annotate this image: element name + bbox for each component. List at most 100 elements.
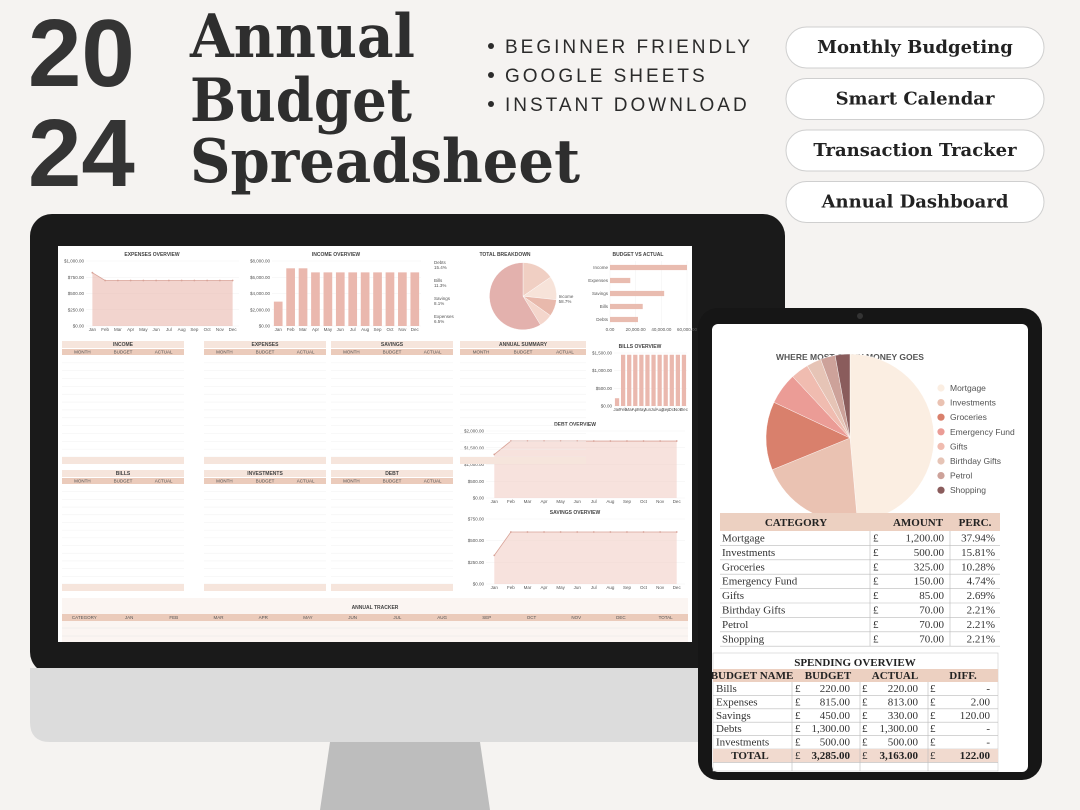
- cell: 813.00: [888, 696, 919, 708]
- pill-button: [785, 78, 1045, 120]
- y-tick-label: $500.00: [596, 386, 613, 391]
- point: [142, 279, 145, 282]
- column-header: ACTUAL: [155, 479, 173, 484]
- table-title-bar: [331, 470, 453, 477]
- x-tick-label: May: [139, 327, 148, 332]
- x-tick-label: Mar: [524, 585, 532, 590]
- currency: £: [795, 696, 801, 708]
- year-bottom: 24: [28, 100, 135, 207]
- x-tick-label: May: [637, 407, 646, 412]
- pill-button: [785, 181, 1045, 223]
- legend-label: Petrol: [950, 471, 972, 481]
- y-tick-label: $4,000.00: [250, 291, 271, 296]
- y-tick-label: $250.00: [68, 307, 85, 312]
- line: [92, 272, 233, 281]
- currency: £: [862, 737, 868, 749]
- total-row: [204, 584, 326, 591]
- x-tick-label: Oct: [386, 327, 394, 332]
- legend-label: Debts: [434, 260, 447, 265]
- table-title: INVESTMENTS: [247, 471, 283, 477]
- cell: -: [986, 683, 990, 695]
- currency: £: [873, 576, 879, 588]
- bar: [627, 354, 632, 406]
- point: [576, 531, 579, 533]
- category: Mortgage: [722, 533, 765, 545]
- amount: 70.00: [919, 605, 944, 617]
- table-header: [460, 349, 586, 355]
- y-tick-label: Savings: [592, 291, 609, 296]
- x-tick-label: 60,000.00: [677, 327, 698, 332]
- category: Groceries: [722, 561, 765, 573]
- amount: 500.00: [914, 547, 945, 559]
- legend-label: Emergency Fund: [950, 427, 1015, 437]
- column-header: MONTH: [343, 479, 360, 484]
- column-header: ACTUAL: [556, 350, 574, 355]
- x-tick-label: Jul: [166, 327, 172, 332]
- point: [231, 279, 234, 282]
- total-row: [62, 457, 184, 464]
- percent: 10.28%: [961, 561, 995, 573]
- currency: £: [862, 750, 868, 762]
- percent: 2.21%: [967, 605, 995, 617]
- currency: £: [930, 750, 936, 762]
- table-title: EXPENSES: [252, 342, 280, 348]
- x-tick-label: Mar: [524, 499, 532, 504]
- point: [626, 440, 628, 442]
- legend-swatch: [937, 384, 945, 392]
- legend-label: Mortgage: [950, 383, 986, 393]
- data-label: 15.4%: [434, 265, 447, 270]
- table-header: [720, 513, 1000, 531]
- point: [543, 440, 545, 442]
- point: [559, 531, 562, 533]
- tablet-camera: [857, 313, 863, 319]
- y-tick-label: Income: [593, 265, 608, 270]
- data-label: 11.3%: [434, 283, 446, 288]
- legend-label: Birthday Gifts: [950, 456, 1001, 466]
- chart-title: EXPENSES OVERVIEW: [124, 252, 179, 258]
- column-header: BUDGET: [256, 350, 275, 355]
- bar: [311, 272, 320, 326]
- tracker-column: JAN: [125, 615, 134, 620]
- currency: £: [795, 723, 801, 735]
- cell: 3,285.00: [812, 750, 851, 762]
- currency: £: [873, 619, 879, 631]
- legend-label: Expenses: [434, 314, 455, 319]
- bar: [360, 272, 370, 326]
- legend-swatch: [937, 413, 945, 421]
- table-title: INCOME: [113, 342, 134, 348]
- column-header: BUDGET: [383, 350, 402, 355]
- tracker-header: [62, 614, 688, 621]
- column-header: MONTH: [74, 479, 91, 484]
- column-header: BUDGET NAME: [711, 670, 794, 682]
- tracker-column: FEB: [169, 615, 178, 620]
- pie-slice: [765, 402, 851, 471]
- point: [576, 440, 579, 442]
- table-header: [713, 669, 998, 682]
- column-header: MONTH: [473, 350, 490, 355]
- x-tick-label: Aug: [606, 585, 615, 590]
- cell: 1,300.00: [880, 723, 919, 735]
- total-row: [62, 584, 184, 591]
- chart-title: BUDGET VS ACTUAL: [613, 252, 664, 258]
- tracker-column: MAY: [303, 615, 312, 620]
- currency: £: [862, 723, 868, 735]
- y-tick-label: $0.00: [601, 404, 613, 409]
- bar: [323, 272, 333, 326]
- category: Gifts: [722, 590, 744, 602]
- pill-label: Transaction Tracker: [813, 140, 1017, 161]
- x-tick-label: Apr: [312, 327, 320, 332]
- x-tick-label: 20,000.00: [626, 327, 647, 332]
- point: [526, 440, 529, 442]
- pill-label: Smart Calendar: [836, 89, 995, 110]
- x-tick-label: Oct: [204, 327, 212, 332]
- currency: £: [873, 605, 879, 617]
- x-tick-label: Dec: [229, 327, 238, 332]
- x-tick-label: Sep: [190, 327, 199, 332]
- x-tick-label: Apr: [632, 407, 640, 412]
- data-label: 6.5%: [434, 319, 444, 324]
- currency: £: [795, 710, 801, 722]
- point: [609, 440, 612, 442]
- legend-label: Savings: [434, 296, 451, 301]
- legend-label: Bills: [434, 278, 443, 283]
- column-header: ACTUAL: [872, 670, 918, 682]
